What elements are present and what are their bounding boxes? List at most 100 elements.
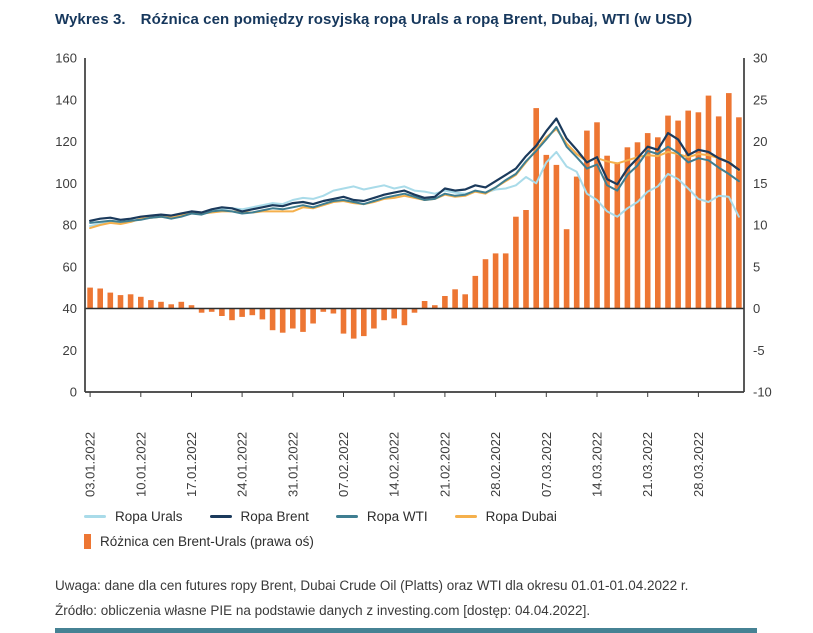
diff-bar [259,308,266,320]
diff-bar [350,308,357,339]
x-axis-label: 28.02.2022 [488,432,503,497]
diff-bar [553,164,560,309]
diff-bar [249,308,256,316]
diff-bar [432,305,438,309]
legend-item-brent: Ropa Brent [209,509,309,524]
diff-bar [665,115,671,309]
diff-bar [513,216,519,309]
right-axis-label: 10 [753,218,767,233]
ropa-brent-line [88,117,741,222]
right-axis-label: 20 [753,134,767,149]
x-axis-label: 07.02.2022 [336,432,351,497]
note-line: Uwaga: dane dla cen futures ropy Brent, … [55,578,689,593]
diff-bar [411,308,418,313]
left-axis-label: 140 [55,92,77,107]
diff-bar [736,117,742,309]
left-axis-label: 100 [55,176,77,191]
legend-label-wti: Ropa WTI [366,509,428,524]
diff-bar [726,93,732,309]
diff-bar [523,210,529,309]
diff-bar [138,296,144,309]
legend-item-diff: Różnica cen Brent-Urals (prawa oś) [84,534,314,549]
right-axis-label: -5 [753,343,765,358]
diff-bar [290,308,296,329]
diff-bar [614,162,621,309]
legend-item-urals: Ropa Urals [84,509,183,524]
source-line: Źródło: obliczenia własne PIE na podstaw… [55,603,591,618]
x-axis-label: 14.03.2022 [590,432,605,497]
brent-line-swatch-icon [209,515,232,518]
x-axis-label: 21.03.2022 [640,432,655,497]
diff-bar [573,176,580,309]
left-axis-label: 80 [63,218,77,233]
chart-footnotes: Uwaga: dane dla cen futures ropy Brent, … [55,573,688,623]
diff-bar [685,110,691,309]
combo-chart-canvas: 0 20 40 60 80 100 120 140 160 -10 -5 0 5 10 15 20 25 30 03… [55,51,772,498]
diff-bar [624,147,631,309]
x-axis-label: 14.02.2022 [387,432,402,497]
legend-item-dubai: Ropa Dubai [454,509,557,524]
x-axis-label: 03.01.2022 [83,432,98,497]
right-axis-label: 15 [753,176,767,191]
diff-bar [644,133,651,309]
diff-bar [219,308,225,316]
diff-bar [421,301,428,309]
ropa-wti-line [89,125,740,224]
diff-bar [340,308,347,334]
diff-bar [655,137,661,309]
left-axis-label: 120 [55,134,77,149]
right-axis-label: 25 [753,92,767,107]
diff-bar [381,308,387,321]
chart-title: Wykres 3. Różnica cen pomiędzy rosyjską r… [55,11,692,28]
diff-bar [401,308,408,326]
diff-bar [279,308,286,333]
diff-bar [533,108,539,309]
x-axis-label: 10.01.2022 [133,432,148,497]
chart-number: Wykres 3. [55,11,126,28]
legend-label-brent: Ropa Brent [240,509,309,524]
urals-line-swatch-icon [84,515,106,518]
diff-bar [472,275,479,309]
diff-bar [492,253,499,309]
bottom-divider [55,628,757,633]
diff-bar [188,305,195,309]
diff-bar [97,288,103,309]
diff-bar [320,308,327,312]
diff-bar [452,289,458,309]
diff-bar [117,295,124,309]
x-axis-label: 17.01.2022 [184,432,199,497]
diff-bar [371,308,377,329]
diff-bar [502,253,509,309]
diff-bar [229,308,235,321]
diff-bar [543,154,550,309]
right-axis-label: 30 [753,51,767,66]
diff-bar [391,308,397,319]
x-axis-label: 31.01.2022 [285,432,300,497]
x-axis-label: 07.03.2022 [539,432,554,497]
chart-legend: Ropa Urals Ropa Brent Ropa WTI Ropa Duba… [84,509,557,559]
diff-bar [361,308,367,337]
diff-bar [675,120,681,309]
diff-bar [563,229,570,309]
diff-bar [178,301,185,309]
diff-bar [584,130,590,309]
diff-bar [127,294,134,309]
left-axis-label: 60 [63,259,77,274]
diff-bar [482,259,489,309]
right-axis-label: -10 [753,385,772,400]
diff-bar [198,308,205,313]
diff-bar [604,155,610,309]
x-axis-label: 21.02.2022 [437,432,452,497]
diff-bar [462,294,468,309]
legend-label-diff: Różnica cen Brent-Urals (prawa oś) [100,534,314,549]
diff-bar [300,308,306,332]
legend-item-wti: Ropa WTI [335,509,428,524]
chart-title-text: Różnica cen pomiędzy rosyjską ropą Urals… [140,11,693,28]
legend-row-bars: Różnica cen Brent-Urals (prawa oś) [84,534,557,549]
left-axis-label: 20 [63,343,77,358]
diff-bar [634,142,641,309]
diff-bar [269,308,276,331]
diff-bar [239,308,245,317]
left-axis-label: 0 [70,385,77,400]
